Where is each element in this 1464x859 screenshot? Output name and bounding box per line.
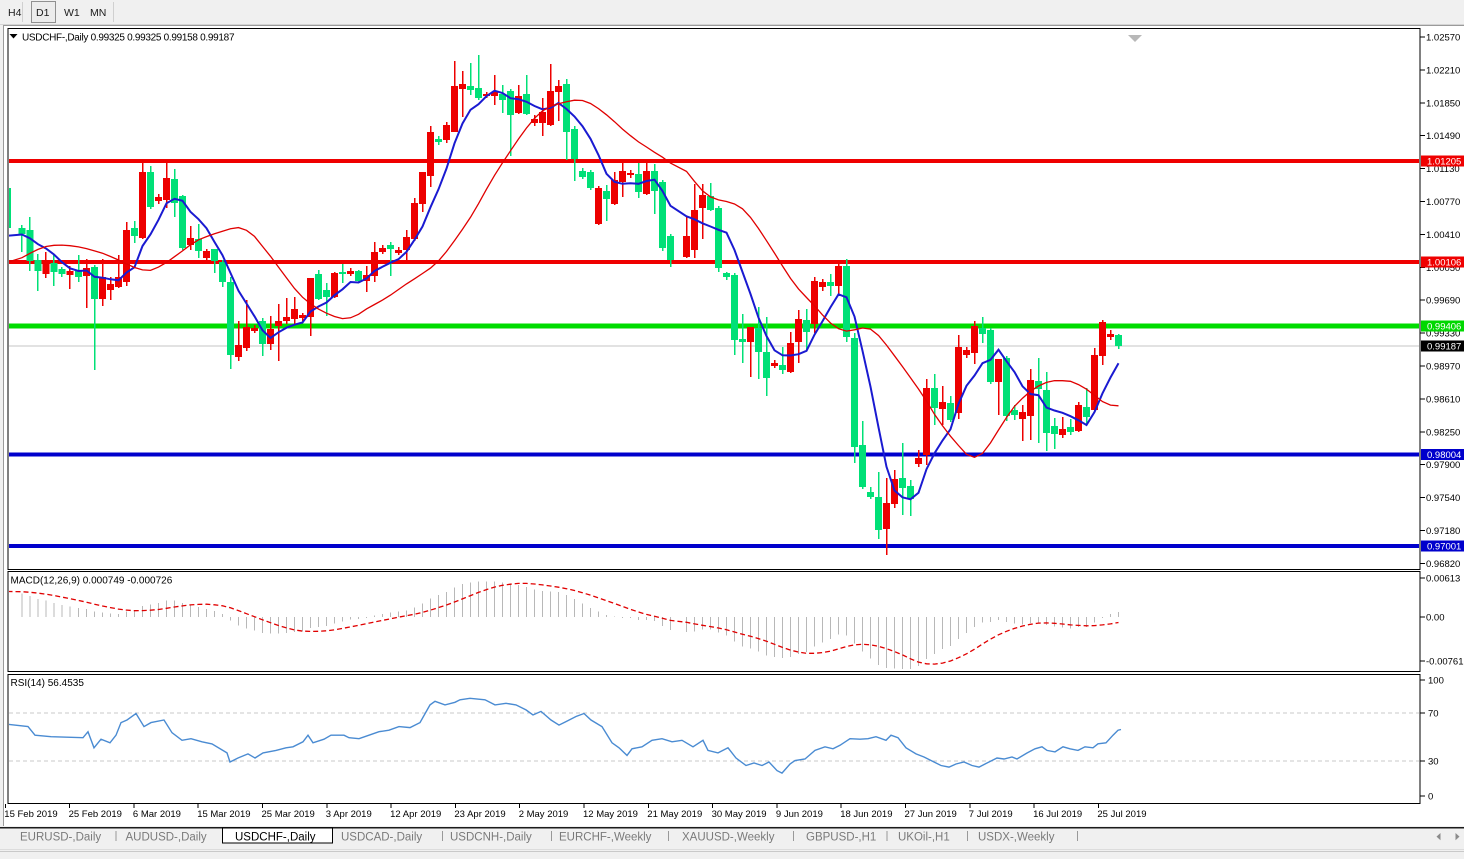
svg-text:21 May 2019: 21 May 2019	[647, 809, 702, 820]
svg-text:H4: H4	[8, 7, 22, 19]
svg-text:25 Feb 2019: 25 Feb 2019	[69, 809, 122, 820]
svg-text:0.97001: 0.97001	[1427, 542, 1461, 553]
svg-text:30: 30	[1428, 757, 1439, 768]
svg-text:1.01490: 1.01490	[1426, 131, 1460, 142]
svg-text:25 Mar 2019: 25 Mar 2019	[262, 809, 315, 820]
svg-text:EURCHF-,Weekly: EURCHF-,Weekly	[559, 832, 652, 844]
svg-text:0.98610: 0.98610	[1426, 394, 1460, 405]
svg-text:70: 70	[1428, 709, 1439, 720]
svg-text:1.01850: 1.01850	[1426, 98, 1460, 109]
svg-text:USDCNH-,Daily: USDCNH-,Daily	[450, 832, 532, 844]
svg-text:1.02210: 1.02210	[1426, 65, 1460, 76]
svg-text:25 Jul 2019: 25 Jul 2019	[1097, 809, 1146, 820]
svg-text:XAUUSD-,Weekly: XAUUSD-,Weekly	[682, 832, 775, 844]
svg-text:1.00770: 1.00770	[1426, 197, 1460, 208]
svg-text:MACD(12,26,9) 0.000749 -0.0007: MACD(12,26,9) 0.000749 -0.000726	[11, 576, 173, 587]
svg-text:1.00106: 1.00106	[1427, 258, 1461, 269]
svg-text:27 Jun 2019: 27 Jun 2019	[905, 809, 957, 820]
svg-text:0.97180: 0.97180	[1426, 526, 1460, 537]
svg-text:0.97540: 0.97540	[1426, 493, 1460, 504]
svg-text:7 Jul 2019: 7 Jul 2019	[969, 809, 1013, 820]
svg-text:AUDUSD-,Daily: AUDUSD-,Daily	[126, 832, 207, 844]
svg-text:0.99406: 0.99406	[1427, 322, 1461, 333]
svg-text:USDX-,Weekly: USDX-,Weekly	[978, 832, 1055, 844]
svg-text:3 Apr 2019: 3 Apr 2019	[326, 809, 372, 820]
svg-text:12 May 2019: 12 May 2019	[583, 809, 638, 820]
svg-text:-0.007612: -0.007612	[1426, 657, 1464, 668]
svg-text:0.99187: 0.99187	[1427, 342, 1461, 353]
svg-text:0.98004: 0.98004	[1427, 450, 1461, 461]
svg-text:0.98970: 0.98970	[1426, 362, 1460, 373]
svg-text:0.99330: 0.99330	[1426, 329, 1460, 340]
svg-text:6 Mar 2019: 6 Mar 2019	[133, 809, 181, 820]
svg-text:USDCHF-,Daily 0.99325 0.99325: USDCHF-,Daily 0.99325 0.99325 0.99158 0.…	[22, 33, 235, 44]
svg-text:30 May 2019: 30 May 2019	[712, 809, 767, 820]
svg-text:1.00050: 1.00050	[1426, 263, 1460, 274]
svg-text:18 Jun 2019: 18 Jun 2019	[840, 809, 892, 820]
svg-text:15 Mar 2019: 15 Mar 2019	[197, 809, 250, 820]
svg-text:0.97900: 0.97900	[1426, 460, 1460, 471]
svg-text:GBPUSD-,H1: GBPUSD-,H1	[806, 832, 876, 844]
svg-text:2 May 2019: 2 May 2019	[519, 809, 569, 820]
svg-text:0.96820: 0.96820	[1426, 559, 1460, 570]
svg-text:1.02570: 1.02570	[1426, 33, 1460, 44]
svg-text:1.01205: 1.01205	[1427, 157, 1461, 168]
svg-text:16 Jul 2019: 16 Jul 2019	[1033, 809, 1082, 820]
svg-text:0.00: 0.00	[1426, 613, 1445, 624]
svg-text:1.00410: 1.00410	[1426, 230, 1460, 241]
svg-text:0.99690: 0.99690	[1426, 296, 1460, 307]
svg-text:USDCAD-,Daily: USDCAD-,Daily	[341, 832, 422, 844]
svg-text:0: 0	[1428, 792, 1433, 803]
svg-text:12 Apr 2019: 12 Apr 2019	[390, 809, 441, 820]
svg-text:100: 100	[1428, 676, 1444, 687]
svg-text:RSI(14) 56.4535: RSI(14) 56.4535	[11, 678, 85, 689]
svg-text:D1: D1	[36, 7, 50, 19]
svg-text:USDCHF-,Daily: USDCHF-,Daily	[235, 832, 316, 844]
svg-text:UKOil-,H1: UKOil-,H1	[898, 832, 950, 844]
svg-text:W1: W1	[64, 7, 80, 19]
svg-text:0.00613: 0.00613	[1426, 574, 1460, 585]
svg-text:1.01130: 1.01130	[1426, 164, 1460, 175]
svg-text:15 Feb 2019: 15 Feb 2019	[4, 809, 57, 820]
svg-text:MN: MN	[90, 7, 106, 19]
svg-text:0.98250: 0.98250	[1426, 427, 1460, 438]
svg-text:EURUSD-,Daily: EURUSD-,Daily	[20, 832, 101, 844]
svg-text:9 Jun 2019: 9 Jun 2019	[776, 809, 823, 820]
svg-text:23 Apr 2019: 23 Apr 2019	[454, 809, 505, 820]
